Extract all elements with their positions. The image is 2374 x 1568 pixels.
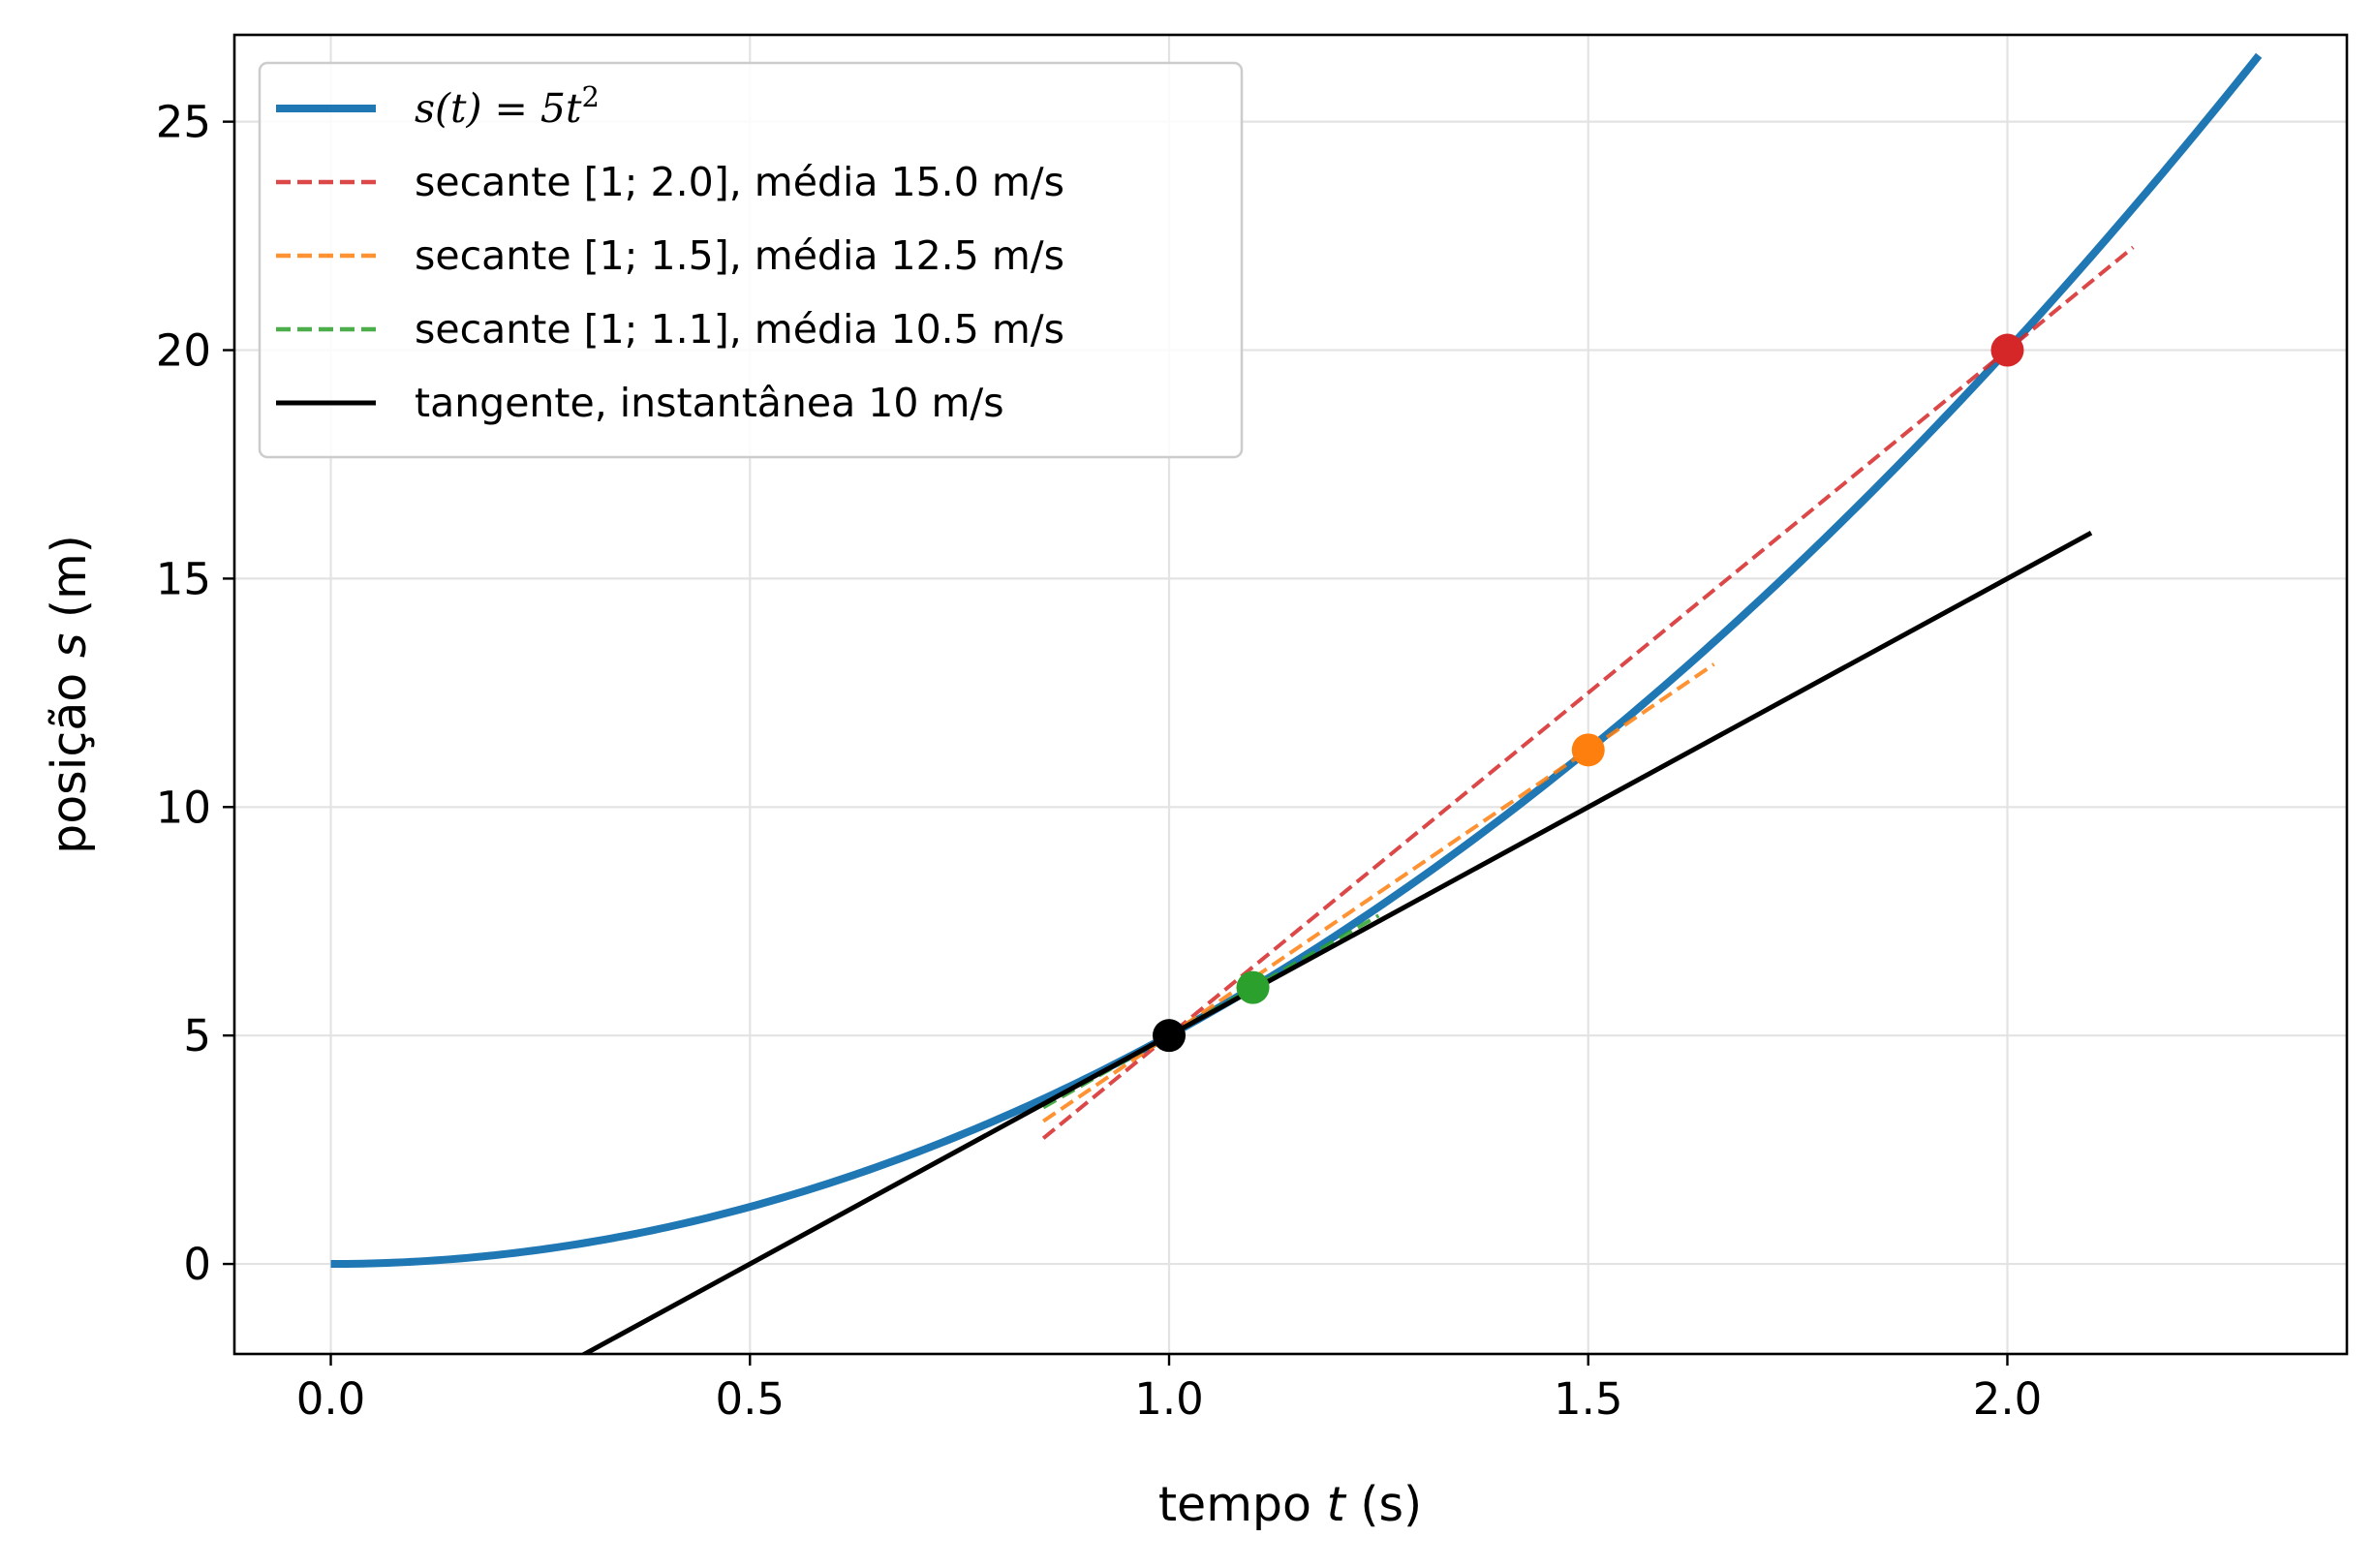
point-marker [1990, 333, 2024, 367]
x-tick-label: 1.5 [1554, 1373, 1623, 1425]
legend-label: secante [1; 1.1], média 10.5 m/s [415, 306, 1064, 353]
x-tick-label: 2.0 [1973, 1373, 2043, 1425]
plot-frame [232, 33, 2349, 1356]
axis-ticks: 0.0 0.5 1.0 1.5 2.0 0 5 10 15 20 25 [156, 97, 2043, 1425]
y-axis-label: posição s (m) [42, 535, 97, 854]
x-axis-label: tempo t (s) [1158, 1477, 1422, 1532]
y-tick-label: 10 [156, 782, 211, 833]
legend-label: secante [1; 1.5], média 12.5 m/s [415, 232, 1064, 279]
legend: s(t) = 5t2 secante [1; 2.0], média 15.0 m… [258, 61, 1244, 459]
series-secante-1-2-0-m-dia-15-0-m-s [1041, 245, 2135, 1140]
point-marker [1236, 970, 1270, 1004]
y-tick-label: 0 [183, 1239, 211, 1290]
legend-label: secante [1; 2.0], média 15.0 m/s [415, 159, 1064, 205]
y-tick-label: 5 [183, 1010, 211, 1061]
x-tick-label: 1.0 [1134, 1373, 1204, 1425]
x-tick-label: 0.0 [296, 1373, 366, 1425]
plot-points [1153, 333, 2024, 1053]
y-tick-label: 15 [156, 553, 211, 604]
series-tangente-instant-nea-10-m-s [580, 531, 2093, 1354]
point-marker [1153, 1019, 1187, 1053]
y-tick-label: 20 [156, 325, 211, 377]
legend-box [258, 61, 1244, 459]
plot-series [330, 52, 2263, 1354]
x-tick-label: 0.5 [715, 1373, 785, 1425]
y-tick-label: 25 [156, 97, 211, 148]
legend-label: tangente, instantânea 10 m/s [415, 380, 1004, 426]
point-marker [1571, 733, 1605, 767]
legend-label: s(t) = 5t2 [415, 80, 600, 132]
